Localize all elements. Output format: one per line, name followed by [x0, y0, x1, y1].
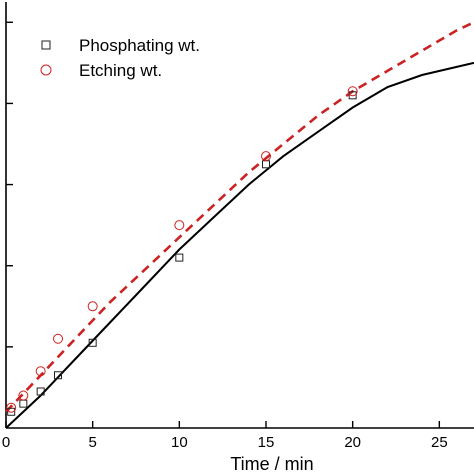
data-point-square: [88, 338, 97, 347]
data-point-square: [175, 253, 184, 262]
legend-marker-square: [41, 40, 51, 50]
data-point-square: [262, 160, 270, 169]
data-point-circle: [6, 402, 17, 413]
data-point-circle: [53, 333, 63, 344]
data-point-circle: [18, 390, 29, 401]
x-axis-title: Time / min: [230, 454, 313, 474]
data-point-square: [7, 407, 16, 416]
x-tick-label: 15: [258, 434, 275, 451]
x-tick-label: 25: [431, 434, 448, 451]
x-tick-label: 20: [344, 434, 361, 451]
legend-label: Phosphating wt.: [79, 36, 200, 55]
fit-lines: [5, 21, 474, 429]
legend-marker-circle: [40, 64, 52, 76]
markers: [6, 86, 358, 416]
data-point-square: [54, 371, 62, 380]
data-point-circle: [35, 366, 46, 377]
x-tick-label: 10: [171, 434, 188, 451]
data-point-square: [36, 387, 45, 396]
data-point-circle: [174, 220, 185, 231]
fit-line-solid: [5, 61, 474, 429]
axes: 0 5 10 15 20 25: [2, 2, 474, 451]
data-point-square: [348, 91, 357, 100]
legend: Phosphating wt. Etching wt.: [40, 36, 200, 80]
x-tick-label: 5: [88, 434, 96, 451]
legend-label: Etching wt.: [79, 61, 162, 80]
data-point-circle: [347, 86, 358, 97]
data-point-circle: [87, 301, 98, 312]
data-point-square: [19, 399, 28, 408]
x-tick-label: 0: [2, 434, 10, 451]
data-point-circle: [261, 151, 271, 162]
